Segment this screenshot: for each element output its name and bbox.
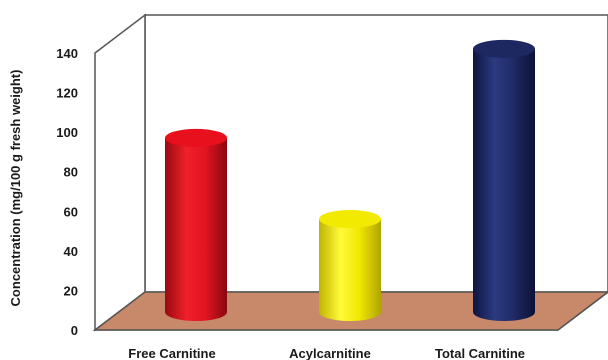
y-tick-label: 100	[56, 125, 78, 140]
y-tick-label: 20	[64, 283, 78, 298]
bar-acylcarnitine	[319, 210, 381, 321]
bar-top	[165, 128, 227, 147]
y-axis-label: Concentration (mg/100 g fresh weight)	[8, 70, 23, 307]
x-tick-label: Free Carnitine	[128, 346, 215, 360]
side-wall	[94, 13, 146, 332]
y-tick-label: 140	[56, 46, 78, 61]
x-tick-label: Total Carnitine	[435, 346, 525, 360]
bar-top	[319, 210, 381, 229]
y-tick-label: 0	[71, 323, 78, 338]
bar-body	[319, 219, 381, 321]
x-tick-label: Acylcarnitine	[289, 346, 371, 360]
bar-free-carnitine	[165, 128, 227, 321]
y-tick-label: 40	[64, 244, 78, 259]
y-axis-ticks: 0 20 40 60 80 100 120 140	[56, 46, 78, 338]
bar-body	[473, 48, 535, 321]
bar-top	[473, 39, 535, 58]
bars	[165, 39, 535, 321]
x-axis-labels: Free Carnitine Acylcarnitine Total Carniti…	[128, 346, 525, 360]
y-tick-label: 60	[64, 204, 78, 219]
y-tick-label: 120	[56, 86, 78, 101]
bar-total-carnitine	[473, 39, 535, 321]
bar-body	[165, 137, 227, 321]
y-tick-label: 80	[64, 165, 78, 180]
